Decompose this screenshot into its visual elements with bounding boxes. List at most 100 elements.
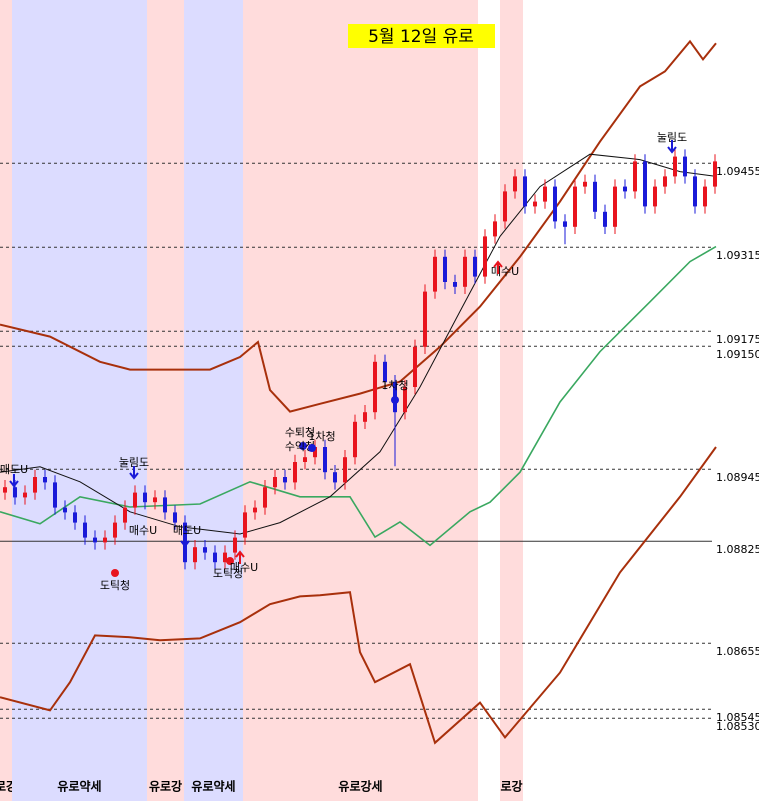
candle-body — [613, 186, 617, 227]
annotation-label: 매수U — [230, 561, 258, 574]
annotation-label: 눌림도 — [119, 456, 149, 469]
candle-body — [3, 487, 7, 493]
candle-body — [163, 497, 167, 513]
candle-body — [713, 161, 717, 187]
candle-body — [563, 221, 567, 227]
annotation-label: 수익청 — [285, 440, 315, 453]
candle-body — [243, 512, 247, 538]
candle-body — [13, 487, 17, 498]
candle-body — [543, 186, 547, 202]
candle-body — [113, 522, 117, 538]
candle-body — [523, 176, 527, 207]
candle-body — [553, 186, 557, 222]
annotation-label: 도틱청 — [100, 579, 130, 592]
candle-body — [353, 421, 357, 458]
candle-body — [223, 552, 227, 563]
sell-arrow — [129, 466, 139, 480]
y-tick-label: 1.09175 — [716, 333, 759, 346]
sell-arrow — [667, 140, 677, 154]
indicator-line — [0, 245, 717, 547]
annotation-label: 도틱청 — [213, 567, 243, 580]
annotation-label: 1차청 — [381, 379, 408, 392]
candle-body — [413, 346, 417, 387]
candle-body — [273, 477, 277, 488]
candle-body — [443, 256, 447, 282]
signal-dot — [226, 557, 234, 565]
candle-body — [83, 522, 87, 538]
candle-body — [473, 256, 477, 277]
sell-arrow — [9, 474, 19, 488]
signal-dot — [299, 442, 307, 450]
candle-body — [463, 256, 467, 287]
candle-body — [93, 537, 97, 543]
annotation-label: 매도U — [173, 524, 201, 537]
candle-body — [53, 482, 57, 508]
indicator-line — [0, 153, 717, 535]
candle-body — [633, 161, 637, 192]
y-tick-label: 1.09455 — [716, 165, 759, 178]
regime-band — [0, 0, 12, 801]
candle-body — [683, 156, 687, 177]
candle-body — [383, 361, 387, 383]
regime-band — [12, 0, 147, 801]
candle-body — [493, 221, 497, 237]
annotation-label: 1차청 — [308, 430, 335, 443]
candle-body — [513, 176, 517, 192]
indicator-lines — [0, 39, 717, 745]
candle-body — [103, 537, 107, 543]
candle-body — [453, 282, 457, 287]
candle-body — [653, 186, 657, 207]
annotation-label: 매수U — [129, 524, 157, 537]
candle-body — [693, 176, 697, 207]
candle-body — [143, 492, 147, 503]
candle-body — [663, 176, 667, 187]
regimes: 로강 유로약세 유로강 유로약세 유로강세 로강 — [0, 0, 523, 801]
regime-label: 유로강 — [149, 780, 182, 794]
buy-arrow — [235, 550, 245, 564]
signal-dot — [111, 569, 119, 577]
y-tick-label: 1.09315 — [716, 249, 759, 262]
candle-body — [133, 492, 137, 508]
regime-band — [184, 0, 243, 801]
candle-body — [233, 537, 237, 553]
candle-body — [203, 547, 207, 553]
regime-label: 유로강세 — [338, 779, 382, 794]
regime-band — [500, 0, 523, 801]
annotation-label: 눌림도 — [657, 131, 687, 144]
candle-body — [573, 186, 577, 227]
candle-body — [253, 507, 257, 513]
title-box — [348, 24, 495, 48]
candle-body — [303, 457, 307, 462]
candle-body — [593, 181, 597, 212]
sell-arrow — [180, 534, 190, 548]
regime-band — [147, 0, 184, 801]
candle-body — [153, 497, 157, 503]
candle-body — [433, 256, 437, 292]
candle-body — [283, 477, 287, 483]
regime-band — [243, 0, 478, 801]
y-tick-label: 1.08825 — [716, 543, 759, 556]
chart-title: 5월 12일 유로 — [368, 27, 474, 47]
y-tick-label: 1.08655 — [716, 645, 759, 658]
candle-body — [703, 186, 707, 207]
candle-body — [193, 547, 197, 563]
candle-body — [623, 186, 627, 192]
y-tick-label: 1.09150 — [716, 348, 759, 361]
candle-body — [333, 472, 337, 483]
candle-body — [673, 156, 677, 177]
annotation-label: 매도U — [0, 463, 28, 476]
candle-body — [23, 492, 27, 498]
candle-body — [363, 412, 367, 422]
candle-body — [293, 462, 297, 483]
regime-label: 로강 — [500, 780, 522, 794]
candle-body — [403, 387, 407, 413]
candle-body — [423, 291, 427, 347]
annotation-label: 수퇴청 — [285, 426, 315, 439]
candle-body — [323, 447, 327, 473]
candle-body — [173, 512, 177, 523]
candle-body — [503, 191, 507, 222]
candle-body — [33, 477, 37, 493]
candle-body — [43, 477, 47, 483]
